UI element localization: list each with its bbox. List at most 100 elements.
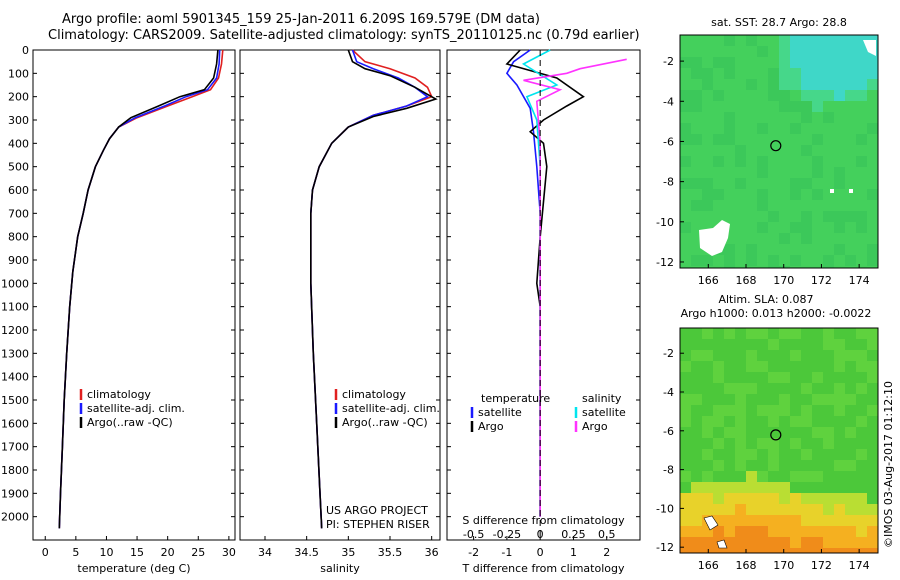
annotation-project: US ARGO PROJECT [326,504,428,517]
heatmap-cell [867,427,878,438]
heatmap-cell [823,167,834,178]
x-axis-label: temperature (deg C) [77,562,190,575]
heatmap-cell [680,266,691,268]
heatmap-cell [823,145,834,156]
map-1-frame [679,34,879,269]
heatmap-cell [724,471,735,482]
heatmap-cell [735,233,746,244]
heatmap-cell [801,101,812,112]
heatmap-cell [856,394,867,405]
heatmap-cell [724,200,735,211]
heatmap-cell [823,134,834,145]
heatmap-cell [856,493,867,504]
heatmap-cell [702,339,713,350]
heatmap-cell [757,328,768,339]
heatmap-cell [768,200,779,211]
y-tick-label: 1100 [1,301,29,314]
heatmap-cell [834,405,845,416]
heatmap-cell [680,548,691,553]
heatmap-cell [812,416,823,427]
heatmap-cell [867,493,878,504]
heatmap-cell [790,233,801,244]
heatmap-cell [735,405,746,416]
heatmap-cell [823,460,834,471]
heatmap-cell [845,482,856,493]
map-x-tick-label: 174 [849,559,870,572]
heatmap-cell [812,427,823,438]
heatmap-cell [845,460,856,471]
heatmap-cell [779,350,790,361]
heatmap-cell [691,167,702,178]
x-axis-label: salinity [320,562,360,575]
heatmap-cell [823,526,834,537]
map-y-tick-label: -10 [656,502,674,515]
heatmap-cell [702,372,713,383]
map-x-tick-label: 174 [849,274,870,287]
heatmap-cell [845,438,856,449]
heatmap-cell [790,46,801,57]
map-y-tick-label: -6 [663,135,674,148]
heatmap-cell [856,537,867,548]
heatmap-cell [823,46,834,57]
map-y-tick-label: -12 [656,541,674,554]
heatmap-cell [823,266,834,268]
heatmap-cell [702,504,713,515]
heatmap-cell [746,57,757,68]
heatmap-cell [702,350,713,361]
heatmap-cell [823,68,834,79]
heatmap-cell [691,383,702,394]
heatmap-cell [790,493,801,504]
heatmap-cell [713,255,724,266]
heatmap-cell [823,57,834,68]
heatmap-cell [691,68,702,79]
x-tick-label: 0 [537,546,544,559]
heatmap-cell [702,383,713,394]
heatmap-cell [812,350,823,361]
heatmap-cell [790,123,801,134]
y-tick-label: 400 [8,137,29,150]
heatmap-cell [713,471,724,482]
heatmap-cell [757,57,768,68]
heatmap-cell [757,145,768,156]
heatmap-cell [680,123,691,134]
heatmap-cell [757,537,768,548]
heatmap-cell [834,178,845,189]
heatmap-cell [735,460,746,471]
heatmap-cell [801,211,812,222]
heatmap-cell [724,211,735,222]
heatmap-cell [702,57,713,68]
heatmap-cell [867,244,878,255]
heatmap-cell [735,112,746,123]
heatmap-cell [746,68,757,79]
heatmap-cell [790,222,801,233]
heatmap-cell [757,189,768,200]
heatmap-cell [768,222,779,233]
heatmap-cell [724,145,735,156]
x-tick-label: -2 [468,546,479,559]
heatmap-cell [779,405,790,416]
heatmap-cell [702,255,713,266]
heatmap-cell [834,471,845,482]
heatmap-cell [768,266,779,268]
heatmap-cell [790,156,801,167]
heatmap-cell [834,134,845,145]
heatmap-cell [702,471,713,482]
heatmap-cell [735,123,746,134]
heatmap-cell [856,123,867,134]
heatmap-cell [812,35,823,46]
heatmap-cell [779,361,790,372]
heatmap-cell [724,339,735,350]
heatmap-cell [867,438,878,449]
heatmap-cell [680,79,691,90]
heatmap-cell [713,339,724,350]
heatmap-cell [724,266,735,268]
heatmap-cell [779,339,790,350]
heatmap-cell [856,35,867,46]
y-tick-label: 1200 [1,324,29,337]
heatmap-cell [801,244,812,255]
heatmap-cell [801,405,812,416]
heatmap-cell [834,79,845,90]
heatmap-cell [746,350,757,361]
heatmap-cell [724,57,735,68]
heatmap-cell [790,178,801,189]
